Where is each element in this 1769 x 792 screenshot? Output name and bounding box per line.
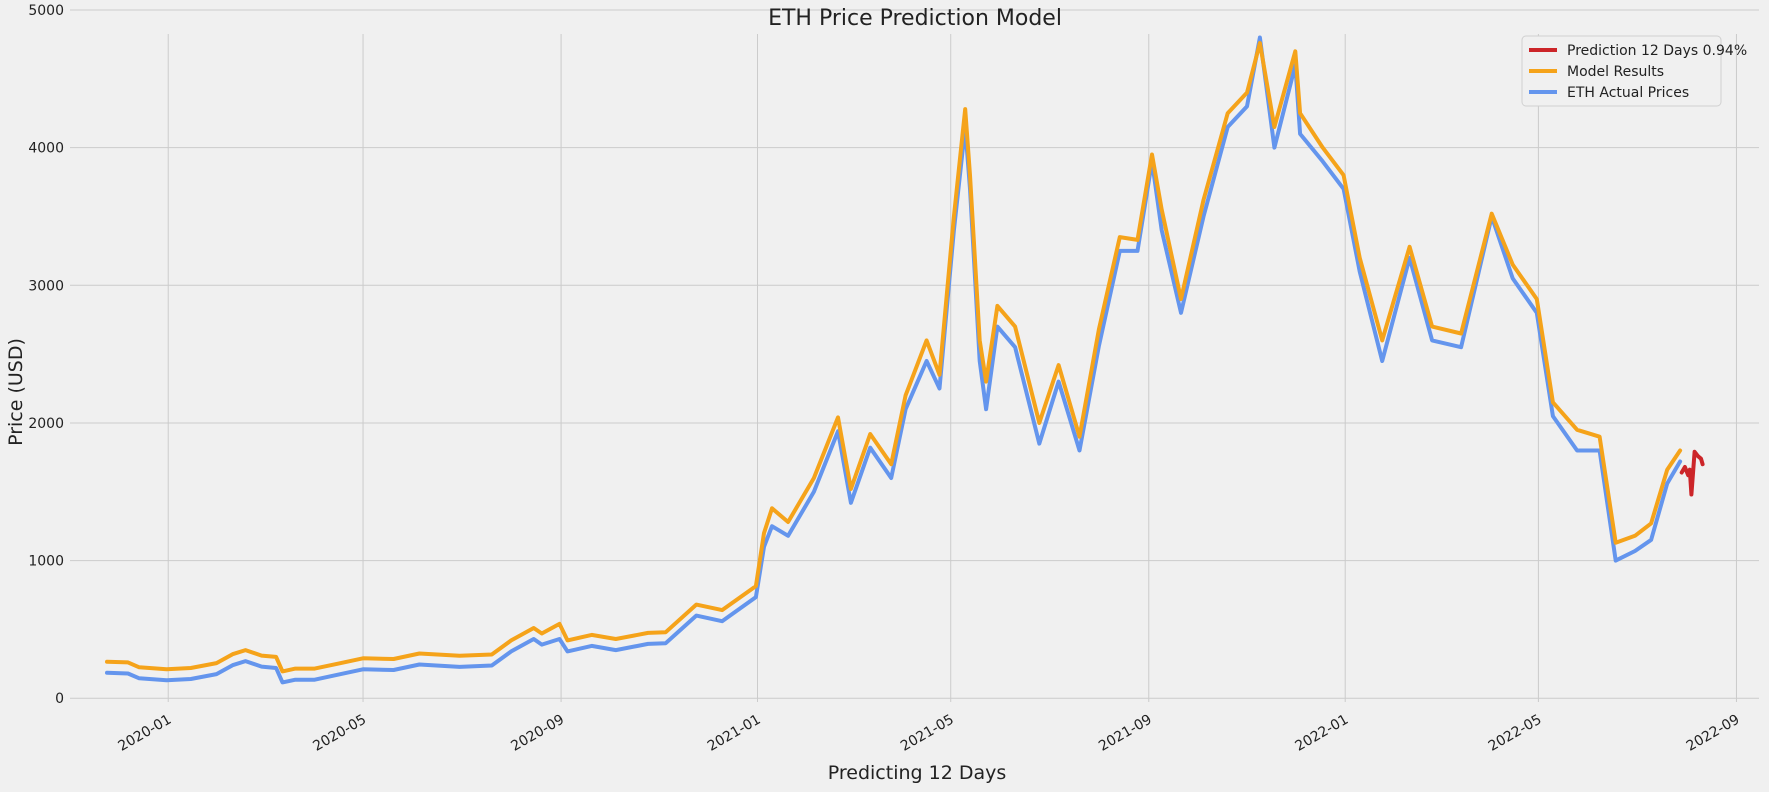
y-tick-label: 5000 <box>28 3 64 19</box>
legend-entry: Prediction 12 Days 0.94% <box>1567 43 1747 59</box>
y-tick-label: 4000 <box>28 141 64 157</box>
series-line-1 <box>105 41 1683 674</box>
legend: Prediction 12 Days 0.94% Model Results ETH… <box>1521 35 1747 107</box>
y-tick-label: 2000 <box>28 416 64 432</box>
series-line-2 <box>1679 449 1705 497</box>
y-tick-labels: 0 1000 2000 3000 4000 5000 <box>28 3 64 707</box>
grid-lines <box>70 9 1759 702</box>
y-tick-label: 1000 <box>28 554 64 570</box>
y-axis-title: Price (USD) <box>5 338 27 446</box>
y-tick-label: 0 <box>55 691 64 707</box>
y-tick-label: 3000 <box>28 278 64 294</box>
x-axis-title: Predicting 12 Days <box>828 762 1007 784</box>
legend-frame <box>1521 35 1722 107</box>
legend-entry: ETH Actual Prices <box>1567 85 1689 101</box>
legend-entry: Model Results <box>1567 64 1664 80</box>
chart-title: ETH Price Prediction Model <box>768 6 1062 31</box>
series-line-0 <box>105 35 1683 685</box>
series-lines <box>105 35 1705 685</box>
